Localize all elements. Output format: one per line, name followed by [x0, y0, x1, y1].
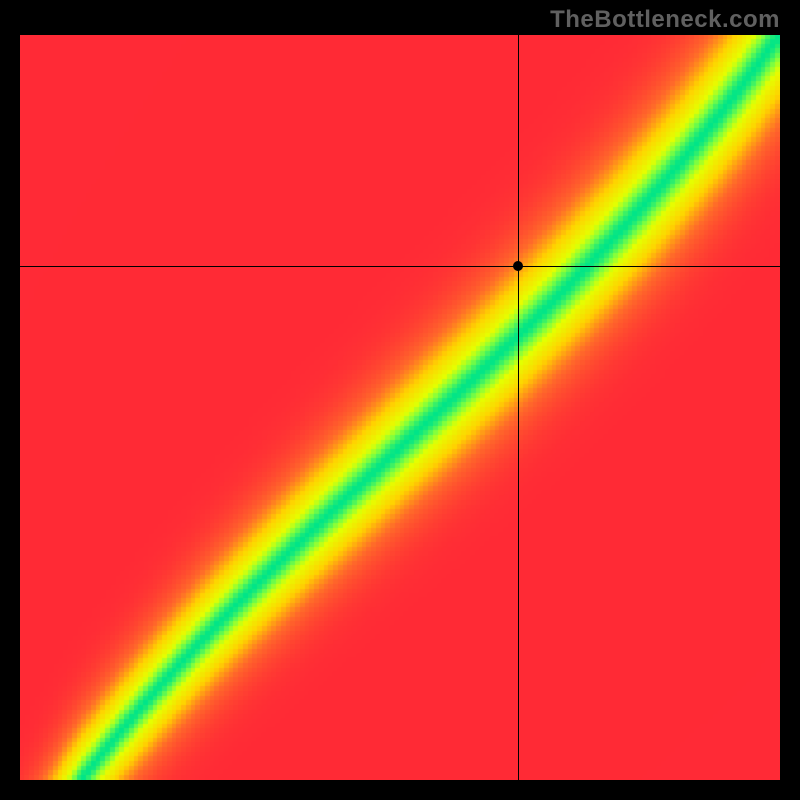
crosshair-vertical [518, 35, 519, 780]
chart-frame: TheBottleneck.com [0, 0, 800, 800]
heatmap-canvas [20, 35, 780, 780]
watermark-text: TheBottleneck.com [550, 6, 780, 34]
crosshair-point [513, 261, 523, 271]
crosshair-horizontal [20, 266, 780, 267]
plot-area [20, 35, 780, 780]
